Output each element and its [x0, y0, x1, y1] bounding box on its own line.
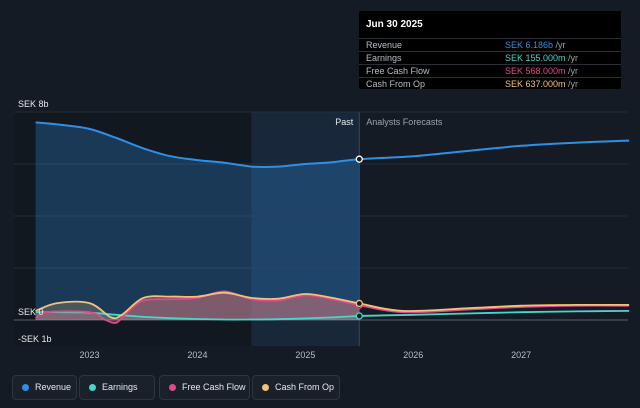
tooltip-value-text: SEK 637.000m	[505, 79, 566, 89]
x-tick-label: 2026	[403, 350, 423, 360]
tooltip-label: Free Cash Flow	[366, 66, 430, 76]
x-tick-label: 2027	[511, 350, 531, 360]
x-tick-label: 2025	[295, 350, 315, 360]
tooltip-value: SEK 155.000m /yr	[505, 53, 578, 63]
tooltip-label: Revenue	[366, 40, 403, 50]
tooltip-row-cash-from-op: Cash From Op SEK 637.000m /yr	[359, 77, 621, 92]
legend-label: Cash From Op	[275, 382, 335, 392]
tooltip-date: Jun 30 2025	[366, 19, 423, 30]
forecast-label: Analysts Forecasts	[366, 117, 443, 127]
past-highlight-band	[251, 112, 360, 346]
revenue-area	[35, 122, 360, 321]
cash-from-op-marker	[355, 299, 363, 308]
tooltip-value: SEK 6.186b /yr	[505, 40, 566, 50]
tooltip-unit: /yr	[565, 53, 579, 63]
past-label: Past	[335, 117, 354, 127]
legend-dot-icon	[262, 384, 269, 391]
tooltip-value: SEK 637.000m /yr	[505, 79, 578, 89]
legend-dot-icon	[89, 384, 96, 391]
legend-dot-icon	[22, 384, 29, 391]
revenue-line	[35, 121, 630, 169]
tooltip-row-revenue: Revenue SEK 6.186b /yr	[359, 38, 621, 53]
tooltip-unit: /yr	[565, 79, 579, 89]
tooltip-value: SEK 568.000m /yr	[505, 66, 578, 76]
tooltip-unit: /yr	[553, 40, 566, 50]
tooltip-row-earnings: Earnings SEK 155.000m /yr	[359, 51, 621, 66]
financial-chart: SEK 8b SEK 0 -SEK 1b 2023 2024 2025 2026 2027 Pa…	[14, 99, 630, 360]
legend-item-earnings[interactable]: Earnings	[79, 375, 155, 400]
y-axis-label: SEK 8b	[18, 99, 49, 109]
tooltip-value-text: SEK 6.186b	[505, 40, 554, 50]
tooltip-label: Cash From Op	[366, 79, 426, 89]
tooltip-unit: /yr	[565, 66, 579, 76]
legend-item-revenue[interactable]: Revenue	[12, 375, 77, 400]
tooltip-value-text: SEK 568.000m	[505, 66, 566, 76]
free-cash-flow-area	[35, 291, 360, 323]
legend-dot-icon	[169, 384, 176, 391]
legend-label: Revenue	[35, 382, 72, 392]
earnings-line	[35, 310, 630, 321]
x-tick-label: 2023	[80, 350, 100, 360]
legend-label: Earnings	[102, 382, 138, 392]
y-axis-label: SEK 0	[18, 307, 44, 317]
tooltip-row-free-cash-flow: Free Cash Flow SEK 568.000m /yr	[359, 64, 621, 79]
earnings-marker	[355, 312, 363, 320]
tooltip-label: Earnings	[366, 53, 402, 63]
legend-item-free-cash-flow[interactable]: Free Cash Flow	[159, 375, 250, 400]
cash-from-op-line	[35, 291, 630, 320]
x-tick-label: 2024	[187, 350, 207, 360]
legend-item-cash-from-op[interactable]: Cash From Op	[252, 375, 340, 400]
legend-label: Free Cash Flow	[182, 382, 246, 392]
data-tooltip: Jun 30 2025 Revenue SEK 6.186b /yr Earni…	[359, 11, 621, 89]
y-axis-label: -SEK 1b	[18, 334, 52, 344]
tooltip-value-text: SEK 155.000m	[505, 53, 566, 63]
revenue-marker	[355, 155, 363, 163]
